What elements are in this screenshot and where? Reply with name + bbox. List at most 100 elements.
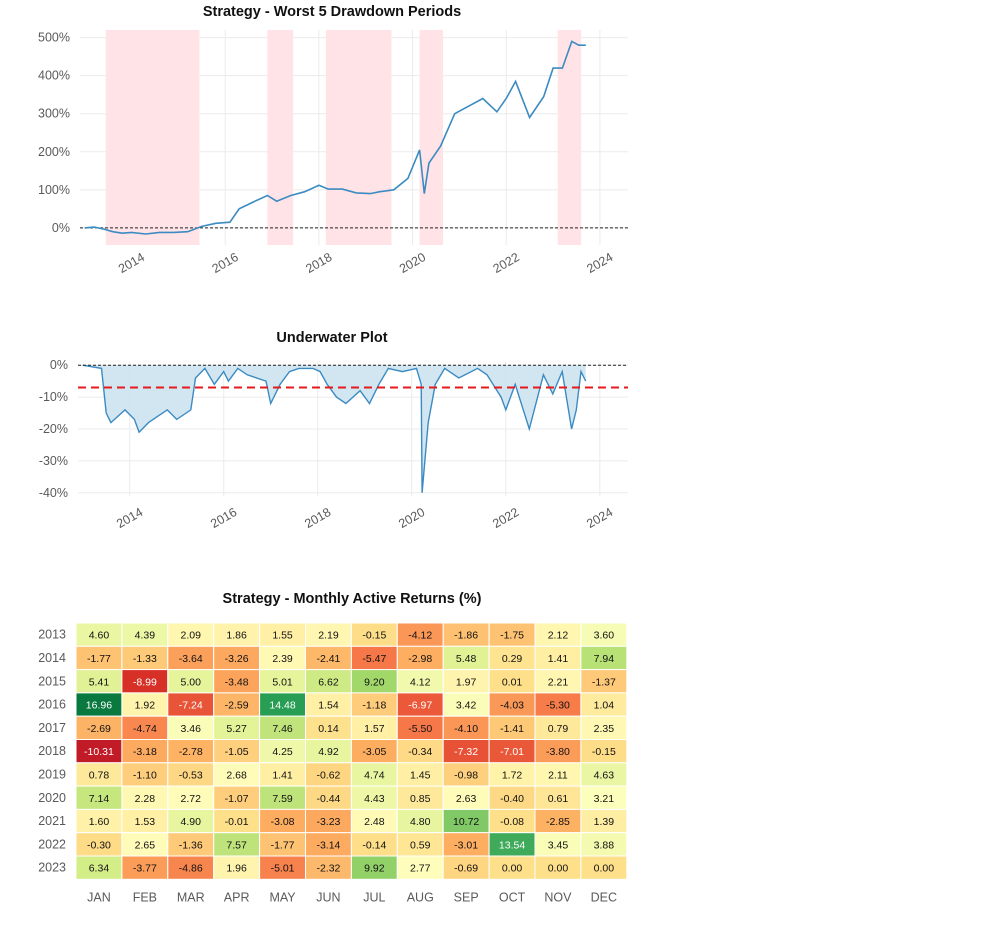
heatmap-cell-value: -0.69 [454, 863, 478, 875]
drawdown-period-shade [325, 30, 392, 245]
heatmap-month-label: MAY [269, 890, 296, 904]
heatmap-cell-value: 5.41 [89, 676, 110, 688]
heatmap-cell-value: -3.01 [454, 839, 478, 851]
heatmap-cell-value: 7.46 [272, 723, 293, 735]
heatmap-cell-value: -5.47 [362, 653, 386, 665]
heatmap-month-label: DEC [591, 890, 617, 904]
heatmap-cell-value: -4.03 [500, 700, 524, 712]
drawdown-y-axis-labels: 0% 100% 200% 300% 400% 500% [38, 31, 70, 235]
heatmap-cell-value: -0.14 [362, 839, 386, 851]
heatmap-cell-value: 0.78 [89, 769, 110, 781]
heatmap-month-label: JUN [316, 890, 340, 904]
heatmap-cell-value: 2.11 [548, 769, 568, 781]
heatmap-year-label: 2013 [38, 628, 66, 642]
heatmap-cell-value: -2.59 [225, 700, 249, 712]
heatmap-cell-value: 4.90 [181, 816, 202, 828]
heatmap-month-labels: JAN FEB MAR APR MAY JUN JUL AUG SEP OCT NOV DEC [87, 890, 617, 904]
heatmap-cell-value: 2.65 [135, 839, 156, 851]
heatmap-cell-value: 0.00 [594, 863, 615, 875]
underwater-drawdown-line [82, 364, 587, 493]
drawdown-cumulative-return-line [84, 40, 586, 235]
heatmap-cell-value: 3.46 [181, 723, 202, 735]
heatmap-cell-value: 2.12 [548, 630, 569, 642]
heatmap-cell-value: -2.69 [87, 723, 111, 735]
heatmap-cell-value: -1.05 [225, 746, 249, 758]
underwater-y-tick-label: -30% [39, 454, 68, 468]
heatmap-cell-value: -7.01 [500, 746, 524, 758]
underwater-x-axis-labels: 2014 2016 2018 2020 2022 2024 [114, 505, 615, 531]
heatmap-cell-value: -2.85 [546, 816, 570, 828]
heatmap-cell-value: 4.63 [594, 769, 615, 781]
heatmap-cell [580, 855, 628, 880]
underwater-x-tick-label: 2014 [114, 505, 145, 531]
heatmap-cell-value: 1.55 [272, 630, 293, 642]
heatmap-cell-value: 0.79 [548, 723, 569, 735]
heatmap-cell-value: -1.77 [87, 653, 111, 665]
heatmap-month-label: JUL [363, 890, 385, 904]
heatmap-cell-value: -1.41 [500, 723, 524, 735]
heatmap-cell-value: 4.39 [135, 630, 156, 642]
heatmap-cell-value: 1.53 [135, 816, 156, 828]
heatmap-cell-value: -0.40 [500, 793, 524, 805]
heatmap-cell-value: -7.24 [179, 700, 203, 712]
heatmap-cell-value: 3.88 [594, 839, 615, 851]
drawdown-x-tick-label: 2014 [116, 250, 147, 276]
heatmap-cell-value: 0.00 [502, 863, 523, 875]
heatmap-cell-value: 1.41 [272, 769, 293, 781]
underwater-x-tick-label: 2018 [302, 505, 333, 531]
heatmap-month-label: NOV [544, 890, 572, 904]
drawdown-period-shade [557, 30, 582, 245]
underwater-y-axis-labels: 0% -10% -20% -30% -40% [39, 358, 68, 500]
heatmap-month-label: SEP [454, 890, 479, 904]
heatmap-cell-value: -0.34 [408, 746, 432, 758]
heatmap-cell-value: -10.31 [84, 746, 114, 758]
heatmap-cell-value: 2.21 [548, 676, 569, 688]
heatmap-cell-value: -1.86 [454, 630, 478, 642]
drawdown-period-shade [105, 30, 200, 245]
heatmap-year-label: 2014 [38, 651, 66, 665]
heatmap-cell-value: -0.01 [225, 816, 249, 828]
heatmap-cell-value: 1.72 [502, 769, 523, 781]
heatmap-year-label: 2018 [38, 744, 66, 758]
heatmap-month-label: APR [224, 890, 250, 904]
underwater-x-tick-label: 2024 [584, 505, 615, 531]
heatmap-cell-value: -3.05 [362, 746, 386, 758]
heatmap-cell-value: 4.12 [410, 676, 431, 688]
heatmap-cell-value: 3.45 [548, 839, 569, 851]
heatmap-cell-value: -0.15 [592, 746, 616, 758]
heatmap-cell-value: -5.01 [271, 863, 295, 875]
heatmap-cell-value: 0.14 [318, 723, 339, 735]
drawdown-x-tick-label: 2022 [491, 250, 522, 276]
drawdown-x-tick-label: 2020 [397, 250, 428, 276]
heatmap-cell-value: 2.28 [135, 793, 156, 805]
heatmap-cell-value: -5.50 [408, 723, 432, 735]
heatmap-cell-value: 2.77 [410, 863, 431, 875]
underwater-x-tick-label: 2022 [490, 505, 521, 531]
drawdown-chart-title: Strategy - Worst 5 Drawdown Periods [203, 4, 461, 20]
underwater-plot-chart: Underwater Plot 0%-10%-20%-30%-40% 2014 2… [39, 330, 628, 531]
heatmap-year-label: 2017 [38, 721, 66, 735]
heatmap-cell-value: -1.10 [133, 769, 157, 781]
drawdown-periods-chart: Strategy - Worst 5 Drawdown Periods 0% 10… [38, 4, 628, 276]
heatmap-cell-value: 3.21 [594, 793, 615, 805]
heatmap-cell-value: 14.48 [269, 700, 295, 712]
heatmap-cell-value: -1.37 [592, 676, 616, 688]
heatmap-cell-value: 1.39 [594, 816, 615, 828]
heatmap-year-label: 2016 [38, 698, 66, 712]
heatmap-cell-value: 0.01 [502, 676, 523, 688]
heatmap-cell-value: 5.48 [456, 653, 477, 665]
heatmap-cell-value: 2.39 [272, 653, 293, 665]
heatmap-cell-value: 13.54 [499, 839, 525, 851]
heatmap-cell-value: -1.18 [362, 700, 386, 712]
heatmap-cell-value: 0.00 [548, 863, 569, 875]
heatmap-year-labels: 2013 2014 2015 2016 2017 2018 2019 2020 2021 2022… [38, 628, 66, 875]
drawdown-y-tick-label: 200% [38, 145, 70, 159]
heatmap-cell-value: 1.60 [89, 816, 110, 828]
heatmap-cells: 4.60 4.39 2.09 1.86 1.55 2.19 -0.15 -4.12 -1.86 -… [75, 622, 628, 880]
heatmap-cell-value: -0.53 [179, 769, 203, 781]
heatmap-cell-value: -4.10 [454, 723, 478, 735]
drawdown-period-shade [419, 30, 443, 245]
monthly-returns-heatmap: Strategy - Monthly Active Returns (%) 4.… [38, 591, 628, 904]
underwater-y-tick-label: -40% [39, 486, 68, 500]
